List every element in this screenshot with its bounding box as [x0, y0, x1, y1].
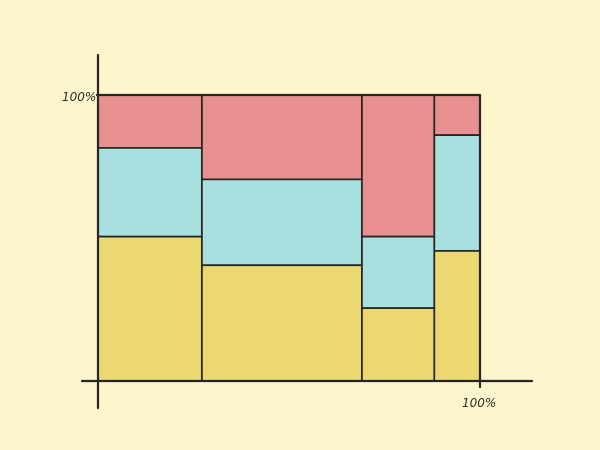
y-tick-label-100: 100% — [62, 90, 96, 104]
mosaic-cell-col4-seg1 — [434, 250, 480, 381]
mosaic-cell-col2-seg2 — [201, 179, 362, 266]
mosaic-cells — [99, 95, 480, 381]
mosaic-borders — [95, 93, 482, 389]
mosaic-cell-col3-seg3 — [361, 95, 435, 237]
mosaic-cell-col4-seg2 — [434, 135, 480, 251]
mosaic-cell-col3-seg2 — [361, 236, 435, 309]
mosaic-cell-col2-seg3 — [201, 95, 362, 180]
x-tick-label-100: 100% — [462, 396, 496, 410]
mosaic-cell-col1-seg1 — [99, 236, 202, 381]
mosaic-cell-col4-seg3 — [434, 95, 480, 136]
mosaic-cell-col2-seg1 — [201, 265, 362, 381]
mosaic-cell-col1-seg2 — [99, 147, 202, 237]
mosaic-cell-col3-seg1 — [361, 308, 435, 381]
mosaic-cell-col1-seg3 — [99, 95, 202, 148]
